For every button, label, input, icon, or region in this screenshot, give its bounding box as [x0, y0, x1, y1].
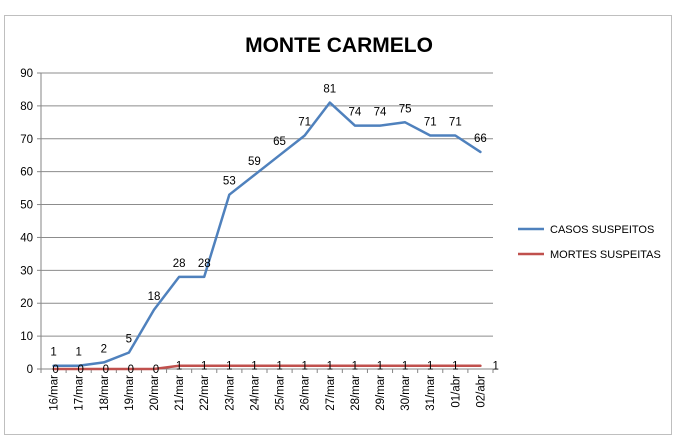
data-labels: 1 1 2 5 18 28 28 53 59 65 71 81 74 74 75 71 71 66 0 0 0 0 0 1 1 1…	[50, 84, 498, 376]
data-label: 0	[77, 364, 83, 376]
x-tick-label: 19/mar	[124, 375, 136, 411]
x-tick-label: 18/mar	[99, 375, 111, 411]
data-label: 1	[327, 361, 333, 373]
data-label: 66	[474, 133, 487, 145]
data-label: 5	[126, 334, 132, 346]
x-tick-label: 30/mar	[400, 375, 412, 411]
y-tick-label: 70	[20, 134, 33, 146]
y-tick-label: 80	[20, 101, 33, 113]
series-line-1	[52, 101, 482, 367]
series-line-2	[52, 364, 482, 371]
data-label: 28	[173, 258, 186, 270]
data-label: 1	[377, 361, 383, 373]
gridlines	[41, 72, 493, 337]
y-axis: 0 10 20 30 40 50 60 70 80 90	[20, 68, 42, 376]
data-label: 53	[223, 176, 236, 188]
data-label: 1	[276, 361, 282, 373]
x-tick-label: 02/abr	[475, 375, 487, 408]
x-tick-label: 22/mar	[199, 375, 211, 411]
data-label: 1	[201, 361, 207, 373]
y-tick-label: 0	[27, 364, 33, 376]
series-lines	[52, 101, 482, 371]
x-tick-label: 24/mar	[249, 375, 261, 411]
y-tick-label: 50	[20, 200, 33, 212]
data-label: 81	[323, 84, 336, 96]
y-tick-label: 20	[20, 298, 33, 310]
data-label: 71	[424, 116, 437, 128]
data-label: 65	[273, 136, 286, 148]
x-tick-label: 29/mar	[375, 375, 387, 411]
x-tick-label: 31/mar	[425, 375, 437, 411]
data-label: 59	[248, 156, 261, 168]
x-tick-label: 16/mar	[49, 375, 61, 411]
data-label: 18	[148, 291, 161, 303]
data-label: 1	[75, 347, 81, 359]
data-label: 1	[251, 361, 257, 373]
y-tick-label: 90	[20, 68, 33, 80]
data-label: 0	[153, 364, 159, 376]
data-label: 1	[50, 347, 56, 359]
x-tick-label: 01/abr	[450, 375, 462, 408]
y-tick-label: 60	[20, 167, 33, 179]
data-label: 0	[128, 364, 134, 376]
data-label: 74	[348, 107, 361, 119]
data-label: 0	[52, 364, 58, 376]
x-tick-label: 28/mar	[350, 375, 362, 411]
data-label: 1	[427, 361, 433, 373]
x-tick-label: 27/mar	[325, 375, 337, 411]
legend-label-1: CASOS SUSPEITOS	[550, 224, 654, 236]
data-label: 71	[298, 116, 311, 128]
data-label: 71	[449, 116, 462, 128]
chart-title: MONTE CARMELO	[245, 34, 433, 57]
data-label: 1	[402, 361, 408, 373]
data-label: 1	[226, 361, 232, 373]
legend-label-2: MORTES SUSPEITAS	[550, 249, 661, 261]
data-label: 1	[352, 361, 358, 373]
data-label: 0	[103, 364, 109, 376]
x-tick-label: 21/mar	[174, 375, 186, 411]
y-tick-label: 10	[20, 331, 33, 343]
data-label: 1	[492, 361, 498, 373]
data-label: 75	[399, 103, 412, 115]
data-label: 74	[374, 107, 387, 119]
data-label: 2	[101, 343, 107, 355]
x-tick-label: 20/mar	[149, 375, 161, 411]
x-tick-label: 17/mar	[74, 375, 86, 411]
data-label: 28	[198, 258, 211, 270]
y-tick-label: 40	[20, 232, 33, 244]
data-label: 1	[452, 361, 458, 373]
y-tick-label: 30	[20, 265, 33, 277]
x-tick-label: 26/mar	[300, 375, 312, 411]
data-label: 1	[176, 361, 182, 373]
legend: CASOS SUSPEITOS MORTES SUSPEITAS	[518, 224, 661, 261]
x-tick-label: 23/mar	[224, 375, 236, 411]
data-label: 1	[301, 361, 307, 373]
x-tick-label: 25/mar	[275, 375, 287, 411]
